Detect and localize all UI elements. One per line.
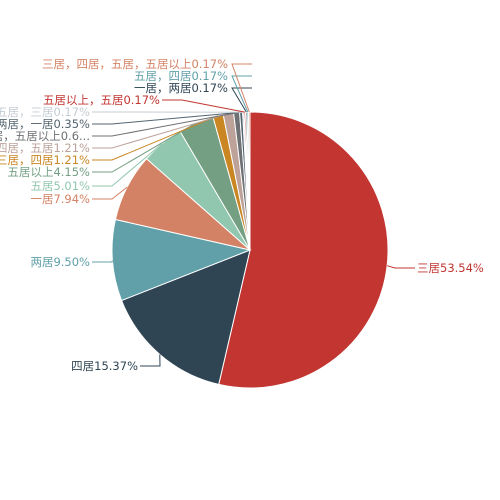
slice-label: 一居7.94% (30, 192, 90, 206)
leader-line (386, 265, 415, 269)
leader-line (92, 115, 219, 161)
slice-label: 一居，两居0.17% (134, 81, 228, 95)
slice-label: 四居15.37% (71, 359, 138, 373)
slice-label: 五居，五居以上0.6... (0, 129, 90, 143)
leader-line (162, 99, 245, 113)
slice-label: 五居以上4.15% (7, 165, 90, 179)
slice-label: 五居，四居0.17% (134, 69, 228, 83)
slice-label: 两居9.50% (30, 255, 90, 269)
slice-label: 四居，五居，三居0.17% (0, 105, 90, 119)
slice-label: 两居，一居0.35% (0, 117, 90, 131)
leader-line (92, 260, 113, 263)
slice-label: 三居，四居，五居，五居以上0.17% (42, 57, 228, 71)
leader-line (92, 143, 163, 187)
leader-line (231, 75, 252, 113)
leader-line (92, 112, 237, 137)
pie-slice[interactable] (120, 249, 251, 386)
pie-slice[interactable] (111, 218, 252, 302)
leader-line (140, 354, 161, 367)
slice-label: 三居53.54% (417, 261, 484, 275)
leader-line (231, 63, 252, 113)
leader-line (92, 113, 229, 149)
label-leader-lines (92, 63, 415, 367)
pie-labels: 三居53.54%四居15.37%两居9.50%一居7.94%五居5.01%五居以… (0, 57, 484, 373)
leader-line (92, 186, 128, 200)
slice-label: 五居以上，五居0.17% (43, 93, 160, 107)
slice-label: 三居，四居1.21% (0, 153, 90, 167)
pie-slices (111, 111, 389, 389)
slice-label: 四居，五居1.21% (0, 141, 90, 155)
leader-line (92, 122, 197, 173)
slice-label: 五居5.01% (30, 179, 90, 193)
leader-line (231, 87, 252, 113)
leader-line (92, 111, 242, 125)
